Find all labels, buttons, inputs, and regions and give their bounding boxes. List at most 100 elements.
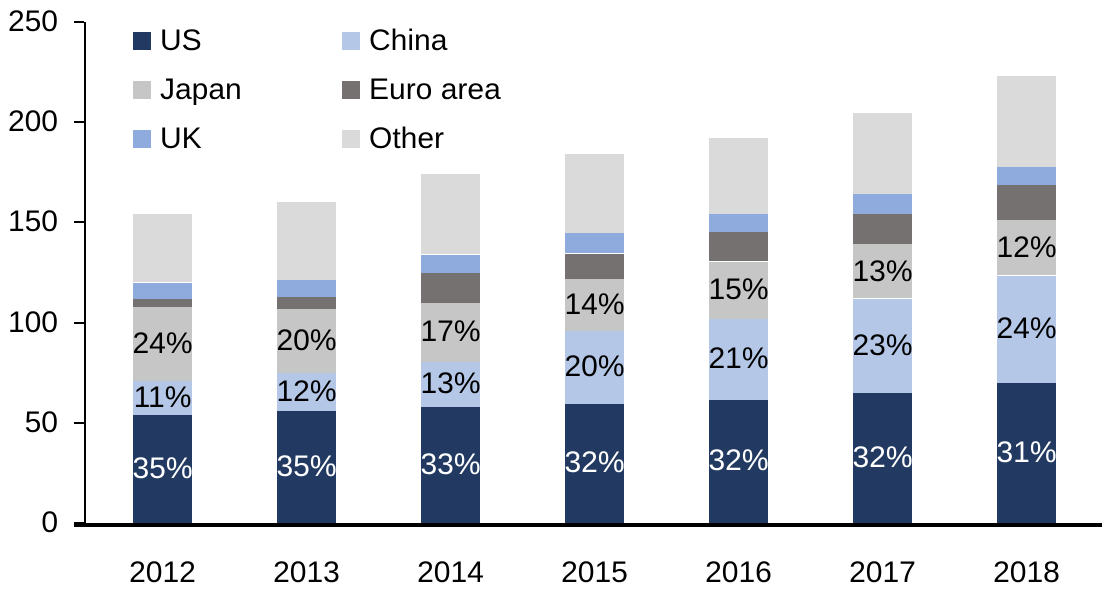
bar-percent-label: 24% <box>132 326 193 360</box>
bar-segment-uk <box>565 233 624 254</box>
bar-segment-japan <box>853 244 912 299</box>
bar-percent-label: 15% <box>708 273 769 306</box>
y-tick-mark <box>74 221 84 224</box>
y-tick-label: 200 <box>7 105 58 139</box>
bar-segment-uk <box>853 194 912 215</box>
bar-percent-label: 35% <box>276 449 337 483</box>
bar-percent-label: 13% <box>852 254 913 288</box>
legend-label: Japan <box>160 72 242 106</box>
bar-segment-us <box>709 399 768 523</box>
bar-segment-other <box>997 76 1056 168</box>
bar-percent-label: 32% <box>564 446 625 480</box>
bar-percent-label: 35% <box>132 451 193 485</box>
legend: US China Japan Euro area UK Other <box>133 24 501 155</box>
bar-segment-euro-area <box>709 232 768 262</box>
bar-segment-china <box>565 330 624 404</box>
bar-segment-us <box>565 403 624 523</box>
y-tick-mark <box>74 121 84 124</box>
legend-label: Euro area <box>369 72 501 106</box>
legend-label: China <box>369 23 448 57</box>
bar-segment-us <box>133 414 192 523</box>
bar-segment-euro-area <box>421 272 480 303</box>
legend-label: US <box>160 23 202 57</box>
bar-segment-other <box>565 154 624 234</box>
x-axis-label: 2018 <box>993 556 1060 589</box>
bar-percent-label: 21% <box>708 342 769 376</box>
bar-segment-japan <box>997 220 1056 276</box>
legend-item-euro-area: Euro area <box>342 73 501 106</box>
bar-segment-euro-area <box>565 253 624 279</box>
bar-segment-us <box>853 392 912 523</box>
legend-item-uk: UK <box>133 122 342 155</box>
bar-percent-label: 23% <box>852 328 913 362</box>
x-axis-label: 2013 <box>273 556 340 589</box>
bar-segment-uk <box>709 214 768 233</box>
bar-segment-china <box>277 372 336 411</box>
bar-percent-label: 17% <box>420 315 481 349</box>
bar-segment-china <box>421 361 480 407</box>
bar-percent-label: 13% <box>420 367 481 401</box>
bar-segment-china <box>997 275 1056 383</box>
bar-segment-china <box>853 298 912 393</box>
x-axis-label: 2012 <box>129 556 196 589</box>
legend-swatch <box>133 80 151 99</box>
bar-segment-euro-area <box>997 185 1056 221</box>
bar-percent-label: 14% <box>564 287 625 321</box>
x-axis-line <box>74 523 1102 527</box>
legend-item-japan: Japan <box>133 73 342 106</box>
y-tick-mark <box>74 522 84 524</box>
y-tick-label: 250 <box>7 5 58 38</box>
bar-segment-us <box>997 382 1056 523</box>
bar-segment-japan <box>133 306 192 381</box>
bar-segment-japan <box>421 302 480 362</box>
legend-label: UK <box>160 121 202 155</box>
x-axis-label: 2015 <box>561 556 628 589</box>
y-tick-mark <box>74 21 84 23</box>
bar-segment-uk <box>277 279 336 297</box>
legend-item-other: Other <box>342 122 501 155</box>
bar-percent-label: 12% <box>996 231 1057 264</box>
bar-segment-us <box>277 410 336 523</box>
bar-percent-label: 20% <box>564 350 625 384</box>
bar-percent-label: 32% <box>852 440 913 474</box>
x-axis-label: 2016 <box>705 556 772 589</box>
legend-swatch <box>342 129 360 148</box>
bar-segment-other <box>421 174 480 255</box>
bar-segment-uk <box>421 254 480 273</box>
x-axis-label: 2017 <box>849 556 916 589</box>
legend-item-us: US <box>133 24 342 57</box>
bar-segment-other <box>277 202 336 280</box>
bar-percent-label: 32% <box>708 444 769 478</box>
x-axis-label: 2014 <box>417 556 484 589</box>
bar-segment-euro-area <box>277 296 336 309</box>
legend-swatch <box>342 80 360 99</box>
legend-swatch <box>133 31 151 50</box>
bar-percent-label: 20% <box>276 323 337 357</box>
y-tick-label: 100 <box>7 305 58 339</box>
bar-segment-china <box>133 380 192 415</box>
legend-swatch <box>342 31 360 50</box>
bar-segment-japan <box>709 261 768 319</box>
bar-segment-other <box>709 138 768 215</box>
legend-swatch <box>133 129 151 148</box>
bar-segment-euro-area <box>133 298 192 307</box>
y-tick-mark <box>74 321 84 324</box>
bar-segment-other <box>133 214 192 283</box>
y-tick-mark <box>74 421 84 424</box>
y-tick-label: 0 <box>41 506 58 539</box>
bar-segment-japan <box>277 308 336 373</box>
bar-segment-euro-area <box>853 214 912 245</box>
y-axis-line <box>84 22 86 523</box>
bar-segment-china <box>709 318 768 400</box>
bar-segment-japan <box>565 278 624 331</box>
legend-label: Other <box>369 121 445 155</box>
bar-percent-label: 12% <box>276 374 337 408</box>
bar-percent-label: 24% <box>996 312 1057 346</box>
bar-percent-label: 33% <box>420 447 481 481</box>
y-tick-label: 150 <box>7 205 58 239</box>
legend-item-china: China <box>342 24 501 57</box>
bar-percent-label: 31% <box>996 435 1057 469</box>
bar-percent-label: 11% <box>133 380 192 414</box>
bar-segment-uk <box>997 167 1056 186</box>
